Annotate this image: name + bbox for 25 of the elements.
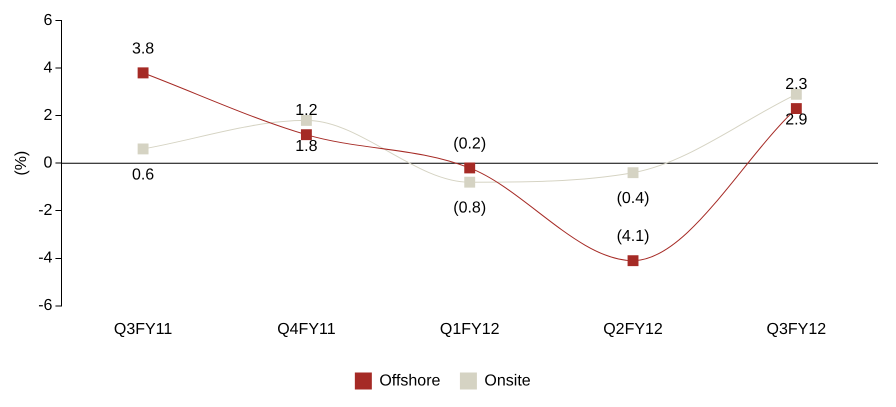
y-tick-label: 4 [44, 60, 53, 77]
y-tick-label: 0 [44, 154, 53, 172]
data-label: 2.3 [785, 76, 808, 93]
x-tick-label: Q3FY11 [114, 320, 172, 338]
data-label: 1.2 [295, 102, 318, 120]
x-tick-label: Q1FY12 [440, 320, 500, 338]
y-tick-label: -2 [38, 202, 53, 220]
data-label: 0.6 [132, 166, 154, 184]
data-label: 2.9 [785, 112, 808, 129]
data-label: (0.4) [616, 190, 650, 208]
y-tick-label: 2 [44, 107, 53, 124]
legend-label: Onsite [484, 372, 531, 390]
data-label: 1.8 [295, 138, 318, 155]
y-tick-label: 6 [44, 12, 53, 30]
legend-label: Offshore [379, 372, 441, 390]
data-label: (0.8) [453, 200, 486, 217]
data-label: (4.1) [616, 228, 650, 246]
y-tick-label: -4 [38, 250, 53, 267]
y-tick-label: -6 [38, 297, 53, 314]
data-label: 3.8 [132, 40, 154, 58]
x-tick-label: Q4FY11 [277, 320, 336, 338]
x-tick-label: Q3FY12 [766, 320, 826, 338]
data-label: (0.2) [453, 135, 486, 152]
y-axis-title: (%) [13, 150, 30, 176]
x-tick-label: Q2FY12 [603, 320, 663, 338]
